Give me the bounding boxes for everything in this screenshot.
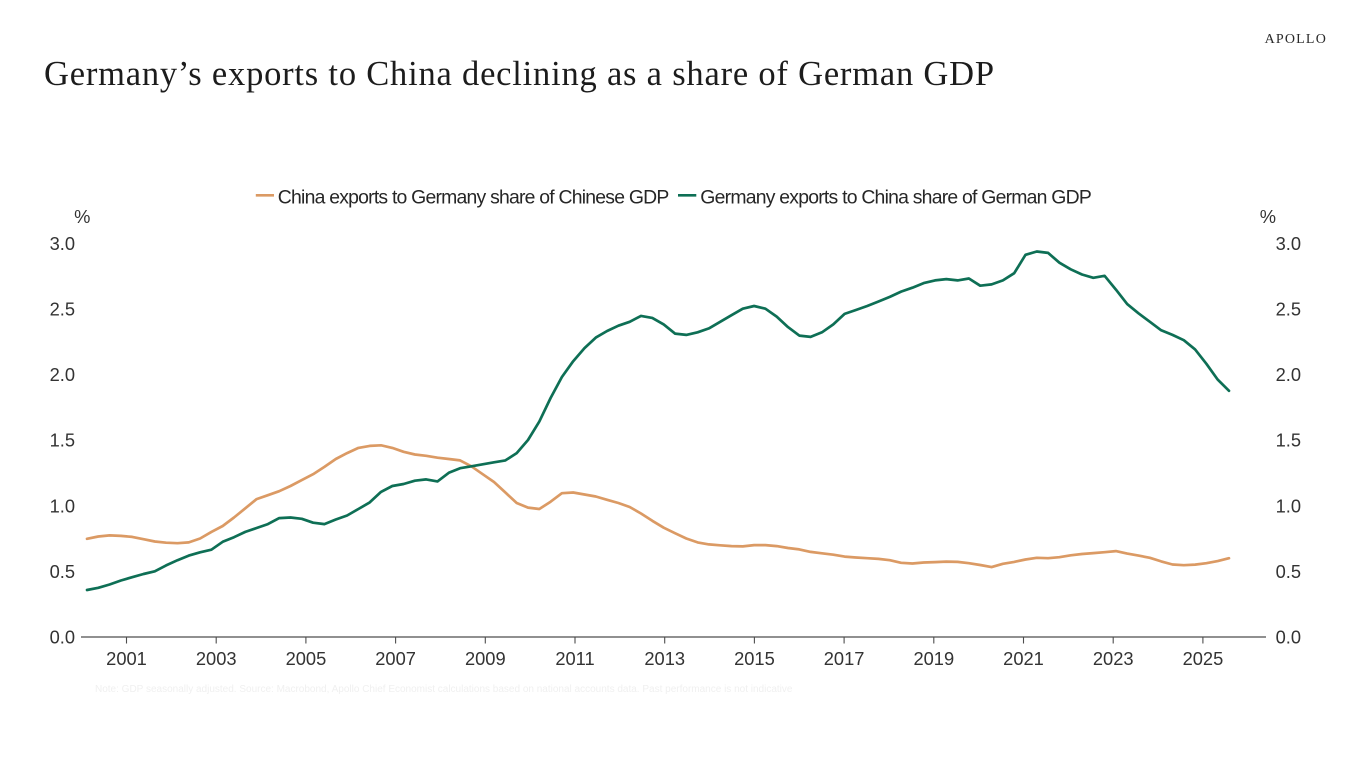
svg-text:1.5: 1.5 bbox=[1276, 430, 1301, 451]
svg-text:Germany’s exports to China dec: Germany’s exports to China declining as … bbox=[44, 55, 994, 93]
svg-text:3.0: 3.0 bbox=[1276, 233, 1301, 254]
svg-text:1.0: 1.0 bbox=[50, 495, 75, 516]
svg-text:2.0: 2.0 bbox=[1276, 364, 1301, 385]
svg-text:2021: 2021 bbox=[1003, 648, 1044, 669]
svg-text:2011: 2011 bbox=[555, 648, 594, 669]
svg-text:APOLLO: APOLLO bbox=[1265, 32, 1327, 47]
svg-text:0.0: 0.0 bbox=[1276, 627, 1301, 648]
svg-text:2.5: 2.5 bbox=[50, 299, 75, 320]
svg-text:2025: 2025 bbox=[1183, 648, 1224, 669]
svg-text:2015: 2015 bbox=[734, 648, 775, 669]
svg-text:0.0: 0.0 bbox=[50, 627, 75, 648]
svg-text:2009: 2009 bbox=[465, 648, 506, 669]
svg-text:2.5: 2.5 bbox=[1276, 299, 1301, 320]
svg-text:%: % bbox=[1260, 206, 1276, 227]
svg-text:2023: 2023 bbox=[1093, 648, 1134, 669]
svg-text:China exports to Germany share: China exports to Germany share of Chines… bbox=[278, 187, 670, 209]
svg-text:Note: GDP seasonally adjusted.: Note: GDP seasonally adjusted. Source: M… bbox=[95, 684, 793, 695]
svg-text:1.0: 1.0 bbox=[1276, 495, 1301, 516]
svg-text:2001: 2001 bbox=[106, 648, 147, 669]
svg-text:0.5: 0.5 bbox=[50, 561, 75, 582]
svg-text:2019: 2019 bbox=[913, 648, 954, 669]
svg-text:2013: 2013 bbox=[644, 648, 685, 669]
svg-text:1.5: 1.5 bbox=[50, 430, 75, 451]
svg-text:Germany exports to China share: Germany exports to China share of German… bbox=[700, 187, 1092, 209]
svg-text:2003: 2003 bbox=[196, 648, 237, 669]
svg-text:2005: 2005 bbox=[286, 648, 327, 669]
svg-text:2007: 2007 bbox=[375, 648, 416, 669]
svg-text:3.0: 3.0 bbox=[50, 233, 75, 254]
svg-text:2.0: 2.0 bbox=[50, 364, 75, 385]
svg-text:2017: 2017 bbox=[824, 648, 865, 669]
svg-text:%: % bbox=[74, 206, 90, 227]
svg-text:0.5: 0.5 bbox=[1276, 561, 1301, 582]
